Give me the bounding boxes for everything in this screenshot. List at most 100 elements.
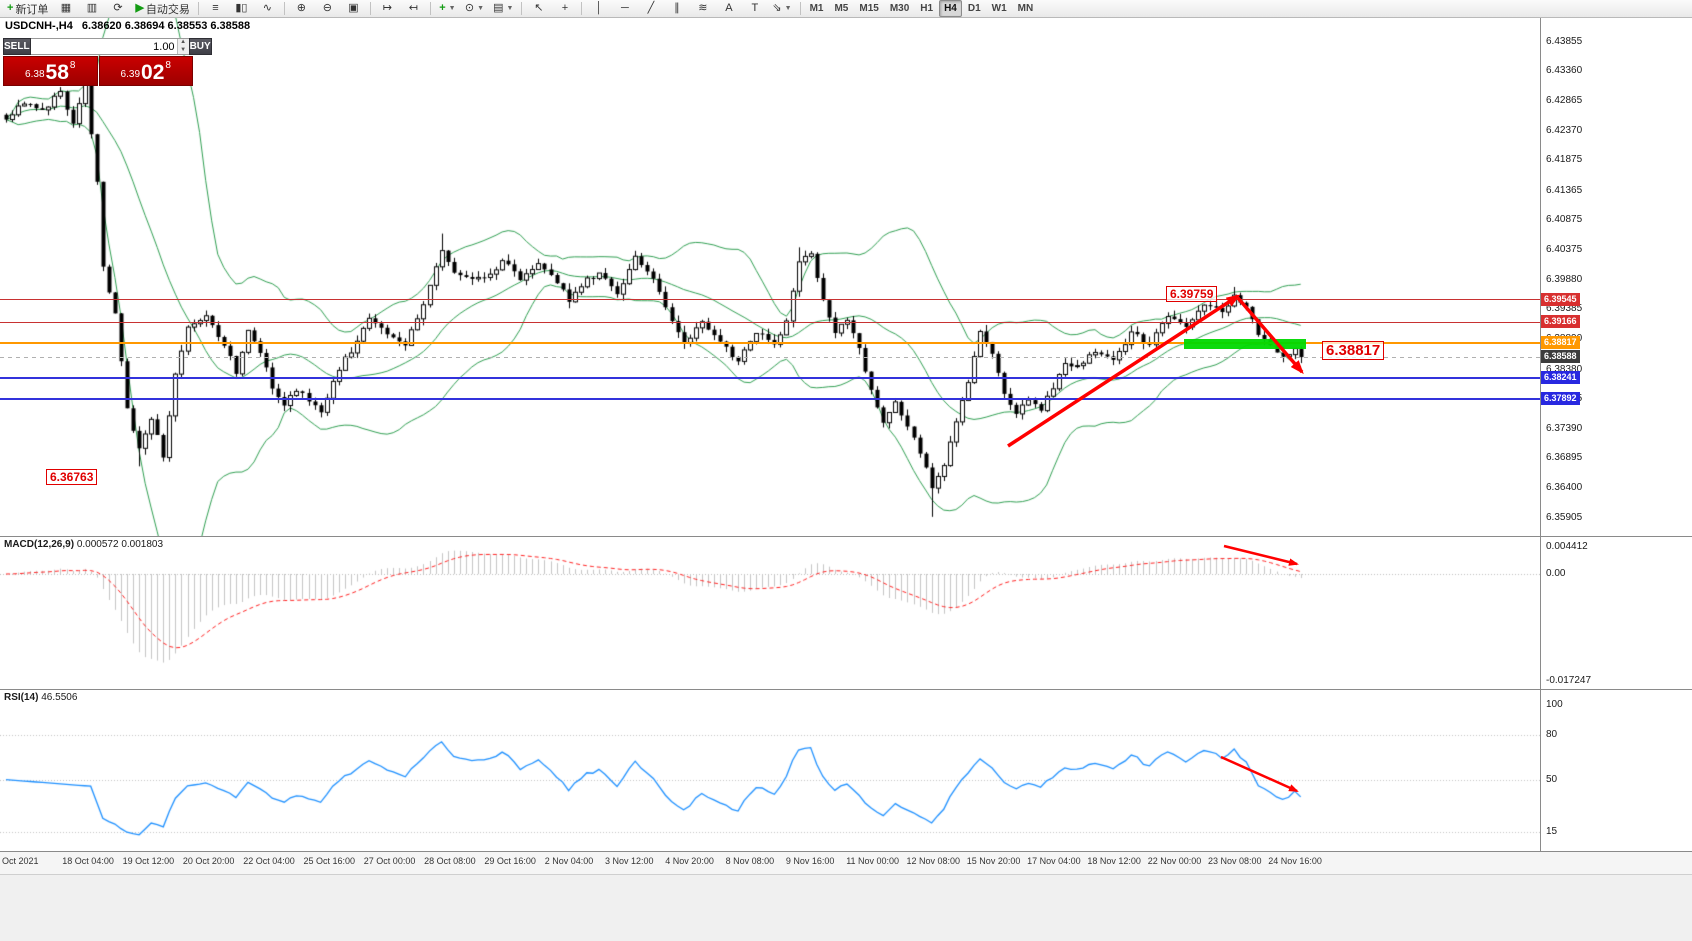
toolbar-separator [521, 2, 523, 15]
buy-price-display[interactable]: 6.39 02 8 [98, 56, 193, 86]
timeframe-w1-button[interactable]: W1 [991, 3, 1007, 14]
price-axis-label: 6.37390 [1546, 422, 1583, 434]
chart-windows-button[interactable]: ▦ [53, 0, 78, 18]
horizontal-line-6.39545[interactable] [0, 299, 1540, 301]
chart-windows-icon: ▦ [60, 2, 72, 14]
time-axis-label: 9 Nov 16:00 [785, 856, 835, 866]
bar-chart-button[interactable]: ≡ [203, 0, 228, 18]
price-axis-label: 6.38380 [1546, 363, 1583, 375]
price-axis-label: 6.40375 [1546, 244, 1583, 256]
symbol-timeframe-label: USDCNH-,H4 [5, 20, 73, 32]
volume-down-button[interactable]: ▼ [177, 46, 189, 54]
rsi-title: RSI(14) 46.5506 [4, 692, 77, 703]
horizontal-line-button[interactable]: ─ [612, 0, 637, 18]
new-order-icon: + [7, 2, 14, 14]
price-line-tag: 6.38588 [1541, 350, 1580, 364]
trendline-button[interactable]: ╱ [638, 0, 663, 18]
time-axis-label: 22 Oct 04:00 [243, 856, 295, 866]
auto-scroll-icon: ↦ [382, 2, 393, 14]
volume-input[interactable] [30, 39, 177, 54]
indicators-icon: + [439, 2, 446, 14]
horizontal-line-6.38588[interactable] [0, 356, 1540, 358]
timeframe-m1-button[interactable]: M1 [809, 3, 824, 14]
main-toolbar: + 新订单 ▦ ▥ ⟳ ▶ 自动交易 ≡ ▮▯ ∿ ⊕ ⊖ ▣ ↦ ↤ + ▼ ⊙ ▼ ▤ ▼ ↖ + │ ─ ╱ ∥ ≋ A T ⇘ ▼ M1… [0, 0, 1692, 18]
caret-down-icon: ▼ [448, 5, 456, 12]
sell-price-display[interactable]: 6.38 58 8 [3, 56, 98, 86]
label-button[interactable]: T [742, 0, 767, 18]
text-icon: A [725, 2, 733, 14]
zoom-out-button[interactable]: ⊖ [315, 0, 340, 18]
indicators-button[interactable]: + ▼ [435, 0, 460, 18]
sell-price-pips: 58 [45, 61, 69, 84]
horizontal-line-6.38817[interactable] [0, 342, 1540, 345]
timeframe-h4-button[interactable]: H4 [939, 0, 962, 17]
rsi-axis-label: 80 [1546, 729, 1558, 741]
line-chart-button[interactable]: ∿ [255, 0, 280, 18]
time-axis-label: 24 Nov 16:00 [1268, 856, 1322, 866]
tile-windows-button[interactable]: ▣ [341, 0, 366, 18]
candlestick-chart-canvas[interactable] [0, 18, 1540, 536]
chart-shift-button[interactable]: ↤ [401, 0, 426, 18]
caret-down-icon: ▼ [477, 5, 485, 12]
price-annotation[interactable]: 6.38817 [1322, 341, 1385, 360]
auto-trading-button[interactable]: ▶ 自动交易 [131, 0, 193, 18]
time-axis-label: 2 Nov 04:00 [544, 856, 594, 866]
line-chart-icon: ∿ [262, 2, 273, 14]
caret-down-icon: ▼ [506, 5, 514, 12]
profiles-button[interactable]: ▥ [79, 0, 104, 18]
time-axis-label: Oct 2021 [2, 856, 39, 866]
price-annotation[interactable]: 6.36763 [46, 469, 98, 485]
macd-value-2: 0.001803 [121, 539, 164, 550]
time-axis-label: 4 Nov 20:00 [665, 856, 714, 866]
price-line-tag: 6.38817 [1541, 336, 1580, 350]
channel-button[interactable]: ∥ [664, 0, 689, 18]
time-axis-label: 18 Nov 12:00 [1087, 856, 1141, 866]
sell-button[interactable]: SELL [3, 38, 31, 55]
auto-trading-label: 自动交易 [145, 3, 190, 16]
new-order-button[interactable]: + 新订单 [3, 0, 52, 18]
macd-canvas[interactable] [0, 537, 1540, 689]
time-axis-label: 17 Nov 04:00 [1027, 856, 1081, 866]
horizontal-line-6.38241[interactable] [0, 376, 1540, 379]
text-button[interactable]: A [716, 0, 741, 18]
templates-icon: ▤ [493, 2, 504, 14]
time-axis-label: 23 Nov 08:00 [1208, 856, 1262, 866]
buy-price-prefix: 6.39 [120, 69, 141, 80]
auto-scroll-button[interactable]: ↦ [375, 0, 400, 18]
rsi-canvas[interactable] [0, 690, 1540, 851]
toolbar-separator [581, 2, 583, 15]
timeframe-mn-button[interactable]: MN [1017, 3, 1034, 14]
time-axis[interactable]: Oct 2021 18 Oct 04:00 19 Oct 12:00 20 Oct 2… [0, 852, 1692, 875]
timeframe-m30-button[interactable]: M30 [889, 3, 910, 14]
buy-button[interactable]: BUY [188, 38, 212, 55]
price-axis-label: 6.39385 [1546, 303, 1583, 315]
refresh-button[interactable]: ⟳ [105, 0, 130, 18]
price-line-tag: 6.39166 [1541, 315, 1580, 329]
zoom-in-button[interactable]: ⊕ [289, 0, 314, 18]
horizontal-line-icon: ─ [621, 2, 629, 14]
periods-button[interactable]: ⊙ ▼ [461, 0, 488, 18]
timeframe-d1-button[interactable]: D1 [967, 3, 981, 14]
price-annotation[interactable]: 6.39759 [1166, 286, 1218, 302]
zoom-in-icon: ⊕ [296, 2, 307, 14]
arrows-button[interactable]: ⇘ ▼ [768, 0, 795, 18]
vertical-line-button[interactable]: │ [586, 0, 611, 18]
candlestick-chart-button[interactable]: ▮▯ [229, 0, 254, 18]
support-zone-highlight[interactable] [1184, 338, 1306, 349]
volume-up-button[interactable]: ▲ [177, 39, 189, 47]
window-background [0, 875, 1692, 941]
templates-button[interactable]: ▤ ▼ [489, 0, 517, 18]
horizontal-line-6.39166[interactable] [0, 321, 1540, 323]
fibonacci-button[interactable]: ≋ [690, 0, 715, 18]
price-axis-label: 6.39880 [1546, 273, 1583, 285]
timeframe-m5-button[interactable]: M5 [834, 3, 849, 14]
timeframe-m15-button[interactable]: M15 [859, 3, 879, 14]
horizontal-line-6.37892[interactable] [0, 397, 1540, 400]
time-axis-label: 11 Nov 00:00 [846, 856, 900, 866]
crosshair-button[interactable]: + [552, 0, 577, 18]
macd-axis-separator [1540, 537, 1541, 689]
timeframe-h1-button[interactable]: H1 [920, 3, 934, 14]
ohlc-values: 6.38620 6.38694 6.38553 6.38588 [81, 20, 251, 32]
buy-price-pips: 02 [141, 61, 165, 84]
cursor-button[interactable]: ↖ [526, 0, 551, 18]
